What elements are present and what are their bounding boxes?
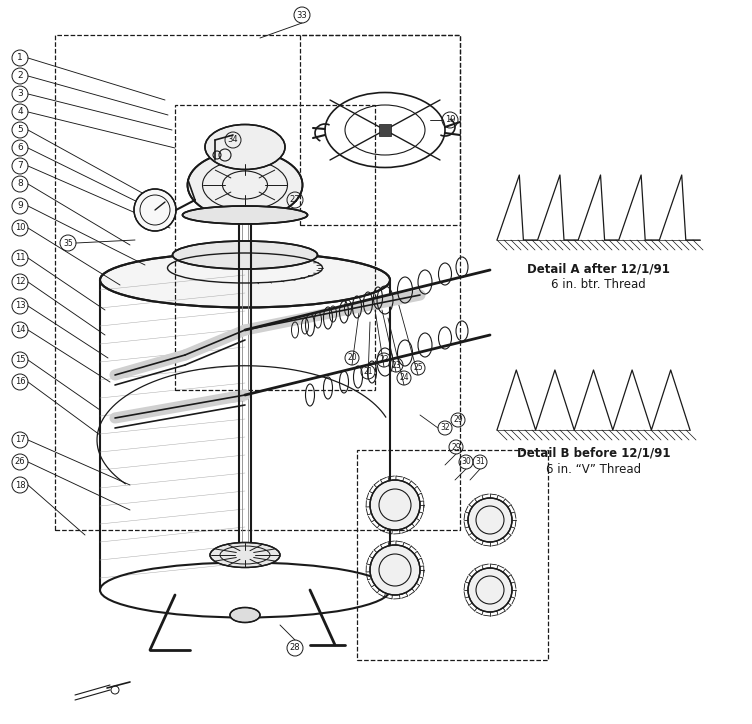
Text: 20: 20 bbox=[347, 353, 356, 363]
Ellipse shape bbox=[134, 189, 176, 231]
Ellipse shape bbox=[468, 568, 512, 612]
Text: 28: 28 bbox=[290, 644, 300, 652]
Text: 32: 32 bbox=[440, 424, 450, 432]
Text: 35: 35 bbox=[63, 238, 73, 248]
Text: Detail B before 12/1/91: Detail B before 12/1/91 bbox=[517, 447, 670, 460]
Text: 17: 17 bbox=[15, 436, 26, 445]
Ellipse shape bbox=[183, 206, 308, 224]
Text: 30: 30 bbox=[461, 458, 471, 466]
Text: 24: 24 bbox=[399, 374, 409, 382]
Text: 7: 7 bbox=[17, 161, 23, 170]
Ellipse shape bbox=[210, 542, 280, 568]
Text: 22: 22 bbox=[379, 355, 389, 364]
Ellipse shape bbox=[172, 241, 317, 269]
Bar bbox=[379, 124, 391, 136]
Bar bbox=[357, 450, 548, 660]
Text: 29: 29 bbox=[453, 416, 462, 424]
Bar bbox=[55, 35, 460, 530]
Text: 6 in. “V” Thread: 6 in. “V” Thread bbox=[546, 463, 641, 476]
Ellipse shape bbox=[100, 253, 390, 308]
Text: 23: 23 bbox=[391, 361, 401, 369]
Text: 6: 6 bbox=[17, 143, 23, 153]
Bar bbox=[300, 35, 460, 225]
Text: 14: 14 bbox=[15, 326, 26, 334]
Text: 3: 3 bbox=[17, 90, 23, 98]
Text: 26: 26 bbox=[15, 458, 26, 466]
Text: 6 in. btr. Thread: 6 in. btr. Thread bbox=[551, 278, 646, 291]
Ellipse shape bbox=[205, 125, 285, 169]
Text: 21: 21 bbox=[363, 368, 373, 376]
Text: 9: 9 bbox=[17, 201, 23, 211]
Ellipse shape bbox=[230, 607, 260, 623]
Text: Detail A after 12/1/91: Detail A after 12/1/91 bbox=[527, 262, 670, 275]
Text: 4: 4 bbox=[17, 107, 23, 117]
Text: 10: 10 bbox=[15, 224, 26, 232]
Text: 13: 13 bbox=[15, 301, 26, 311]
Text: 1: 1 bbox=[17, 54, 23, 62]
Text: 5: 5 bbox=[17, 125, 23, 135]
Ellipse shape bbox=[370, 545, 420, 595]
Text: 19: 19 bbox=[444, 116, 455, 125]
Text: 2: 2 bbox=[17, 72, 23, 80]
Ellipse shape bbox=[187, 151, 302, 219]
Text: 34: 34 bbox=[228, 135, 238, 145]
Text: 31: 31 bbox=[475, 458, 485, 466]
Text: 18: 18 bbox=[15, 481, 26, 489]
Text: 33: 33 bbox=[296, 11, 308, 20]
Text: 8: 8 bbox=[17, 180, 23, 188]
Text: 16: 16 bbox=[15, 377, 26, 387]
Bar bbox=[175, 105, 375, 390]
Text: 29: 29 bbox=[451, 442, 461, 452]
Ellipse shape bbox=[370, 480, 420, 530]
Text: 25: 25 bbox=[413, 363, 423, 373]
Text: 27: 27 bbox=[290, 195, 300, 204]
Ellipse shape bbox=[468, 498, 512, 542]
Text: 11: 11 bbox=[15, 253, 26, 263]
Text: 12: 12 bbox=[15, 277, 26, 287]
Text: 15: 15 bbox=[15, 355, 26, 364]
